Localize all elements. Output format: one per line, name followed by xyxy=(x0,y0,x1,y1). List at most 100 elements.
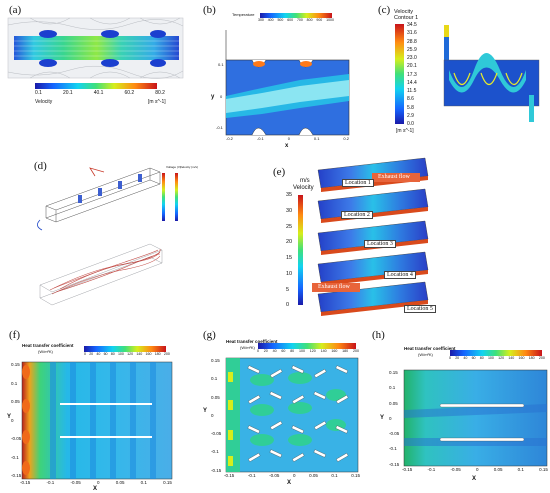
panel-f-xtick: 0.05 xyxy=(115,480,125,485)
panel-f-htc-tick: 80 xyxy=(110,352,115,356)
panel-g-htc-tick: 120 xyxy=(309,349,316,353)
panel-e-location-2: Location 2 xyxy=(341,211,373,219)
panel-c-label: (c) xyxy=(378,4,391,16)
panel-e-tick: 15 xyxy=(286,255,293,262)
panel-b-hot-spot-1 xyxy=(253,61,265,67)
panel-g-xtick: -0.1 xyxy=(247,473,256,478)
panel-f-colorbar xyxy=(84,346,166,352)
panel-d-inlet-line xyxy=(37,219,43,231)
panel-e-location-3: Location 3 xyxy=(364,240,396,248)
panel-e-location-4: Location 4 xyxy=(384,271,416,279)
panel-h-htc-tick: 160 xyxy=(518,356,525,360)
panel-f-htc-tick: 180 xyxy=(154,352,161,356)
panel-d-colorbar-velocity xyxy=(175,173,178,221)
panel-c-title-2: Contour 1 xyxy=(394,15,419,21)
panel-g-htc-ticks: 0 20 40 60 80 100 120 140 160 180 200 xyxy=(257,349,359,354)
panel-b-legend-tick: 600 xyxy=(287,18,294,22)
panel-b-xtick: 0.2 xyxy=(343,136,349,141)
panel-f-htc-unit: (W/m²K) xyxy=(38,349,53,354)
panel-b-legend-tick: 500 xyxy=(277,18,284,22)
panel-e-unit: m/s xyxy=(300,178,310,184)
panel-e-tick: 35 xyxy=(286,192,293,198)
panel-g-xtick: 0.05 xyxy=(309,473,318,478)
panel-f-htc-tick: 100 xyxy=(117,352,124,356)
panel-d xyxy=(37,167,178,306)
panel-b-ytick: 0 xyxy=(220,94,223,99)
panel-e-exhaust-2: Exhaust flow xyxy=(318,284,350,290)
panel-a-colorbar xyxy=(35,83,157,89)
panel-g-htc-tick: 140 xyxy=(320,349,327,353)
panel-b-xlabel: x xyxy=(285,143,289,149)
panel-c-tick: 23.0 xyxy=(407,55,417,61)
panel-f-ytick: 0.1 xyxy=(11,380,18,386)
panel-a-colorbar-ticks: 0.1 20.1 40.1 60.2 80.2 xyxy=(35,91,165,96)
panel-h-htc-unit: (W/m²K) xyxy=(418,352,433,357)
panel-f-ytick: -0.1 xyxy=(11,454,19,460)
panel-f-ylabel: Y xyxy=(7,414,12,420)
panel-c-tick: 28.8 xyxy=(407,38,417,45)
panel-b-ylabel: y xyxy=(211,94,215,100)
panel-h-field xyxy=(403,369,548,467)
panel-c-hot-2 xyxy=(480,72,498,86)
panel-f-htc-ticks: 0 20 40 60 80 100 120 140 160 180 200 xyxy=(84,352,170,357)
panel-f-xlabel: X xyxy=(93,486,98,492)
panel-c-tick: 17.3 xyxy=(407,71,417,78)
panel-g-htc-title: Heat transfer coefficient xyxy=(226,339,278,344)
panel-d-frame xyxy=(45,167,161,223)
panel-c-unit: [m s^-1] xyxy=(396,128,414,134)
panel-h-ytick: 0.15 xyxy=(389,370,398,375)
panel-f-ytick: 0 xyxy=(11,417,14,423)
panel-c xyxy=(395,24,540,124)
panel-f-htc-tick: 20 xyxy=(89,352,94,356)
panel-g-xtick: -0.15 xyxy=(224,473,235,478)
panel-g-xlabel: X xyxy=(287,480,292,486)
panel-f-xtick: 0.1 xyxy=(140,480,147,485)
panel-h-yticks: 0.15 0.1 0.05 0 -0.05 -0.1 -0.15 xyxy=(389,370,400,467)
panel-f-ytick: 0.05 xyxy=(11,399,20,405)
panel-b-xtick: -0.2 xyxy=(226,136,233,141)
panel-e-tick: 20 xyxy=(286,239,293,246)
panel-a-mesh xyxy=(7,17,184,79)
panel-g-xtick: -0.05 xyxy=(269,473,280,478)
panel-f-wake-bands xyxy=(50,362,156,479)
panel-d-streamlines xyxy=(49,248,161,295)
panel-f-label: (f) xyxy=(9,329,20,341)
panel-e-location-1: Location 1 xyxy=(342,179,374,187)
panel-h-htc-title: Heat transfer coefficient xyxy=(404,346,456,351)
panel-h-htc-tick: 80 xyxy=(479,356,484,360)
panel-b-legend-tick: 800 xyxy=(306,18,313,22)
panel-d-electrodes xyxy=(78,174,142,203)
panel-g-yellow-zones xyxy=(228,372,233,466)
panel-b-ytick: 0.1 xyxy=(218,62,224,67)
panel-g-colorbar xyxy=(258,343,356,349)
panel-f-xtick: -0.15 xyxy=(20,480,31,485)
panel-e-block-4 xyxy=(317,251,429,286)
panel-a-streamlines xyxy=(14,40,179,57)
panel-a-velocity-field xyxy=(14,36,179,60)
panel-e-colorbar-ticks: 35 30 25 20 15 10 5 0 xyxy=(286,192,293,309)
panel-a-label: (a) xyxy=(9,4,22,16)
panel-f-xticks: -0.15 -0.1 -0.05 0 0.05 0.1 0.15 xyxy=(20,480,172,486)
panel-f-ytick: -0.15 xyxy=(11,473,22,479)
panel-h-ytick: 0.05 xyxy=(389,400,398,406)
panel-f-htc-tick: 160 xyxy=(145,352,152,356)
panel-h-ytick: -0.1 xyxy=(389,446,397,452)
panel-b-legend-tick: 400 xyxy=(267,18,274,22)
panel-h-xtick: 0.15 xyxy=(539,467,548,472)
panel-h-htc-ticks: 0 20 40 60 80 100 120 140 160 180 200 xyxy=(449,356,545,361)
panel-e-tick: 30 xyxy=(286,207,293,214)
panel-f-htc-tick: 40 xyxy=(96,352,101,356)
panel-e-exhaust-arrow-1 xyxy=(372,173,420,182)
panel-b-legend-tick: 700 xyxy=(296,18,303,22)
panel-h-ytick: -0.15 xyxy=(389,461,400,467)
panel-a-tick: 60.2 xyxy=(124,90,135,96)
panel-g-vanes xyxy=(247,365,349,462)
panel-d-side-label-1: Voltage (V) xyxy=(166,165,181,169)
panel-c-tick: 2.9 xyxy=(407,112,414,119)
panel-c-tick: 20.1 xyxy=(407,63,417,70)
panel-c-tick: 34.5 xyxy=(407,22,417,28)
panel-g-xticks: -0.15 -0.1 -0.05 0 0.05 0.1 0.15 xyxy=(224,473,360,479)
panel-c-tick: 0.0 xyxy=(407,121,414,127)
panel-h-colorbar xyxy=(450,350,542,356)
panel-c-hot-3 xyxy=(505,72,523,86)
